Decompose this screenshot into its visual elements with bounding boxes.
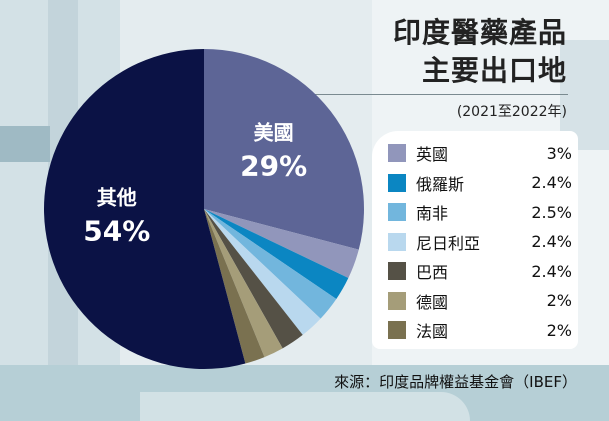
pie-slice-5 xyxy=(204,209,303,349)
legend-label: 南非 xyxy=(416,204,449,223)
legend-label: 俄羅斯 xyxy=(416,174,465,194)
legend-value: 2.4% xyxy=(531,173,572,192)
title-line-2: 主要出口地 xyxy=(421,54,567,87)
legend-swatch xyxy=(388,173,406,192)
legend-item: 法國 2% xyxy=(388,316,572,344)
pie-slice-1 xyxy=(204,209,359,278)
legend-label: 英國 xyxy=(416,145,449,164)
legend-label: 巴西 xyxy=(416,263,449,282)
background-block xyxy=(0,126,50,162)
source-note: 來源：印度品牌權益基金會（IBEF） xyxy=(334,373,577,391)
slice-name-label: 美國 xyxy=(254,120,294,144)
pie-slice-8 xyxy=(43,49,246,370)
pie-slice-4 xyxy=(204,209,321,335)
legend-swatch xyxy=(388,232,406,251)
legend-item: 德國 2% xyxy=(388,287,572,315)
slice-name-label: 其他 xyxy=(97,185,137,209)
pie-slice-6 xyxy=(204,209,283,358)
legend-item: 南非 2.5% xyxy=(388,198,572,226)
legend-value: 3% xyxy=(546,143,572,163)
slice-value-label: 29% xyxy=(240,149,307,182)
pie-slice-3 xyxy=(204,209,337,319)
legend-panel: 英國 3% 俄羅斯 2.4% 南非 2.5% 尼日利亞 2.4% 巴西 2.4% 德國 2% 法國 2% xyxy=(372,131,578,349)
legend-item: 俄羅斯 2.4% xyxy=(388,169,572,197)
legend-value: 2.5% xyxy=(531,202,572,222)
legend-swatch xyxy=(388,291,406,310)
chart-subtitle: (2021至2022年) xyxy=(456,104,567,120)
legend-item: 英國 3% xyxy=(388,139,572,167)
background-bottom-band xyxy=(140,392,470,421)
legend-label: 尼日利亞 xyxy=(416,233,481,253)
pie-slice-2 xyxy=(204,209,349,299)
chart-title: 印度醫藥產品 主要出口地 xyxy=(393,14,567,90)
legend-value: 2.4% xyxy=(531,232,572,251)
title-line-1: 印度醫藥產品 xyxy=(392,16,567,49)
legend-swatch xyxy=(388,262,406,280)
pie-slice-7 xyxy=(204,209,265,364)
legend-swatch xyxy=(388,321,406,339)
legend-swatch xyxy=(388,144,406,162)
legend-value: 2% xyxy=(546,291,572,310)
legend-label: 德國 xyxy=(416,292,449,312)
legend-item: 尼日利亞 2.4% xyxy=(388,228,572,256)
title-divider xyxy=(302,94,568,95)
legend-item: 巴西 2.4% xyxy=(388,257,572,285)
legend-swatch xyxy=(388,203,406,221)
legend-value: 2.4% xyxy=(531,261,572,281)
pie-slice-0 xyxy=(204,49,364,250)
legend-value: 2% xyxy=(546,320,572,340)
slice-value-label: 54% xyxy=(83,214,150,247)
legend-label: 法國 xyxy=(416,322,449,341)
